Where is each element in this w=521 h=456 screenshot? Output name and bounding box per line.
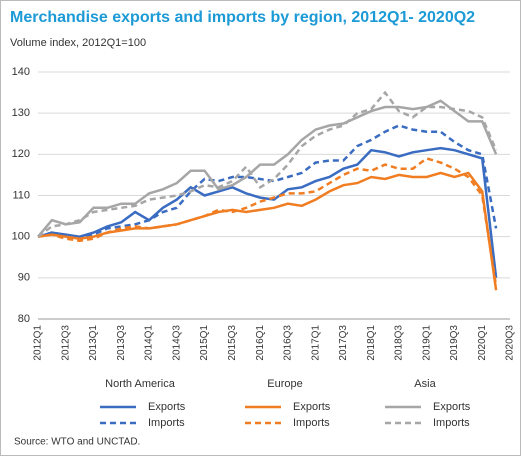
legend-group: North America (105, 378, 176, 390)
x-tick-label: 2019Q1 (421, 325, 432, 361)
subtitle: Volume index, 2012Q1=100 (10, 37, 146, 49)
legend-group: Asia (414, 378, 436, 390)
x-tick-label: 2017Q1 (310, 325, 321, 361)
legend-label: Imports (433, 417, 470, 429)
y-tick-label: 110 (12, 189, 30, 201)
series-line (37, 146, 498, 278)
y-tick-label: 120 (12, 148, 30, 160)
y-tick-label: 80 (18, 313, 30, 325)
legend-label: Exports (293, 401, 331, 413)
x-tick-label: 2020Q3 (505, 325, 516, 361)
legend-label: Imports (148, 417, 185, 429)
series-line (37, 99, 498, 238)
series-line (37, 90, 498, 238)
x-tick-label: 2016Q1 (255, 325, 266, 361)
y-tick-label: 130 (12, 107, 30, 119)
x-tick-label: 2014Q3 (171, 325, 182, 361)
x-tick-label: 2018Q1 (366, 325, 377, 361)
legend-label: Exports (433, 401, 471, 413)
x-tick-label: 2015Q1 (199, 325, 210, 361)
legend-label: Exports (148, 401, 186, 413)
x-tick-label: 2015Q3 (227, 325, 238, 361)
x-tick-label: 2018Q3 (394, 325, 405, 361)
x-tick-label: 2012Q3 (60, 325, 71, 361)
series-line (37, 157, 498, 287)
chart-title: Merchandise exports and imports by regio… (10, 9, 475, 26)
series-line (37, 171, 498, 291)
x-tick-label: 2013Q3 (116, 325, 127, 361)
x-tick-label: 2012Q1 (33, 325, 44, 361)
y-tick-label: 100 (12, 231, 30, 243)
source: Source: WTO and UNCTAD. (14, 437, 140, 448)
y-tick-label: 140 (12, 66, 30, 78)
legend-label: Imports (293, 417, 330, 429)
x-tick-label: 2013Q1 (88, 325, 99, 361)
x-tick-label: 2020Q1 (477, 325, 488, 361)
x-tick-label: 2016Q3 (283, 325, 294, 361)
x-tick-label: 2014Q1 (144, 325, 155, 361)
x-tick-label: 2017Q3 (338, 325, 349, 361)
legend-group: Europe (267, 378, 302, 390)
x-tick-label: 2019Q3 (449, 325, 460, 361)
y-tick-label: 90 (18, 272, 30, 284)
